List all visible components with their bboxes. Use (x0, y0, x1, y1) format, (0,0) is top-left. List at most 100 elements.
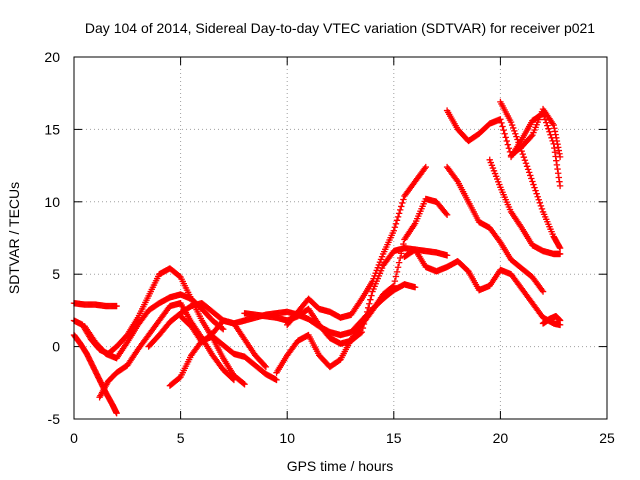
data-point (538, 205, 546, 213)
data-point (521, 157, 529, 164)
data-point (504, 141, 512, 148)
data-point (536, 199, 544, 207)
x-axis-label: GPS time / hours (287, 458, 394, 474)
data-point (529, 178, 536, 185)
data-point (394, 264, 402, 271)
data-point (539, 288, 547, 295)
series-track-1 (70, 299, 120, 310)
data-point (366, 300, 373, 307)
data-point (522, 160, 530, 167)
data-point (545, 125, 552, 132)
data-point (390, 282, 397, 289)
series-track-13 (443, 163, 547, 295)
data-point (391, 224, 399, 231)
data-point (548, 134, 555, 141)
y-tick-label: 5 (52, 266, 60, 282)
data-point (513, 133, 520, 140)
data-point (262, 363, 270, 371)
plot-frame (73, 56, 608, 420)
data-point (396, 206, 404, 214)
data-point (395, 210, 403, 217)
data-point (391, 277, 399, 285)
data-point (398, 250, 405, 257)
data-point (273, 376, 280, 384)
x-tick-label: 5 (177, 430, 185, 446)
data-point (523, 163, 531, 170)
data-point (411, 284, 419, 291)
data-point (442, 210, 450, 217)
data-point (365, 304, 372, 311)
data-points (70, 98, 564, 417)
data-point (399, 199, 406, 207)
data-point (394, 213, 402, 221)
x-tick-label: 0 (70, 430, 78, 446)
data-point (527, 172, 534, 179)
data-point (509, 124, 517, 132)
data-point (400, 240, 407, 248)
series-track-18 (539, 312, 564, 327)
data-point (502, 134, 509, 141)
data-point (240, 380, 247, 387)
data-point (422, 163, 429, 171)
data-point (500, 126, 507, 134)
data-point (556, 317, 564, 324)
data-point (443, 252, 451, 259)
series-track-4 (96, 299, 238, 401)
data-point (392, 220, 400, 228)
data-point (389, 283, 396, 290)
series-track-11 (273, 195, 451, 376)
data-point (368, 292, 375, 299)
data-point (520, 154, 528, 161)
data-point (541, 116, 549, 123)
data-point (525, 169, 533, 176)
series-track-7 (166, 333, 280, 389)
data-point (547, 131, 554, 138)
data-point (511, 127, 518, 135)
data-point (453, 176, 460, 184)
data-point (546, 128, 553, 135)
data-point (528, 175, 535, 182)
data-point (535, 196, 542, 203)
data-point (443, 211, 451, 219)
data-point (505, 145, 513, 152)
data-point (229, 375, 237, 383)
y-tick-label: -5 (48, 411, 61, 427)
data-point (533, 190, 540, 197)
data-point (530, 181, 537, 188)
y-tick-label: 15 (44, 121, 60, 137)
data-point (367, 296, 374, 303)
data-point (113, 302, 120, 310)
data-point (538, 286, 546, 294)
x-tick-label: 10 (279, 430, 295, 446)
data-point (395, 259, 403, 266)
data-point (544, 122, 551, 129)
data-point (241, 381, 248, 388)
data-point (543, 119, 550, 126)
data-point (531, 184, 538, 191)
data-point (528, 133, 535, 140)
y-axis-label: SDTVAR / TECUs (6, 182, 22, 294)
data-point (499, 123, 506, 130)
data-point (512, 130, 519, 137)
data-point (393, 268, 401, 276)
y-tick-label: 0 (52, 339, 60, 355)
series-track-17 (507, 110, 564, 190)
data-point (519, 150, 526, 158)
data-point (392, 273, 400, 280)
data-point (507, 118, 515, 126)
data-point (398, 203, 405, 210)
data-point (497, 116, 504, 123)
data-point (556, 250, 564, 258)
data-point (518, 147, 525, 155)
data-point (540, 113, 548, 120)
data-point (524, 166, 532, 173)
data-point (113, 410, 120, 417)
series-track-12 (401, 246, 564, 329)
data-point (393, 217, 401, 224)
y-tick-label: 20 (44, 49, 60, 65)
data-point (230, 376, 238, 384)
chart-title: Day 104 of 2014, Sidereal Day-to-day VTE… (85, 20, 595, 36)
series-track-8 (177, 312, 270, 371)
y-tick-label: 10 (44, 194, 60, 210)
